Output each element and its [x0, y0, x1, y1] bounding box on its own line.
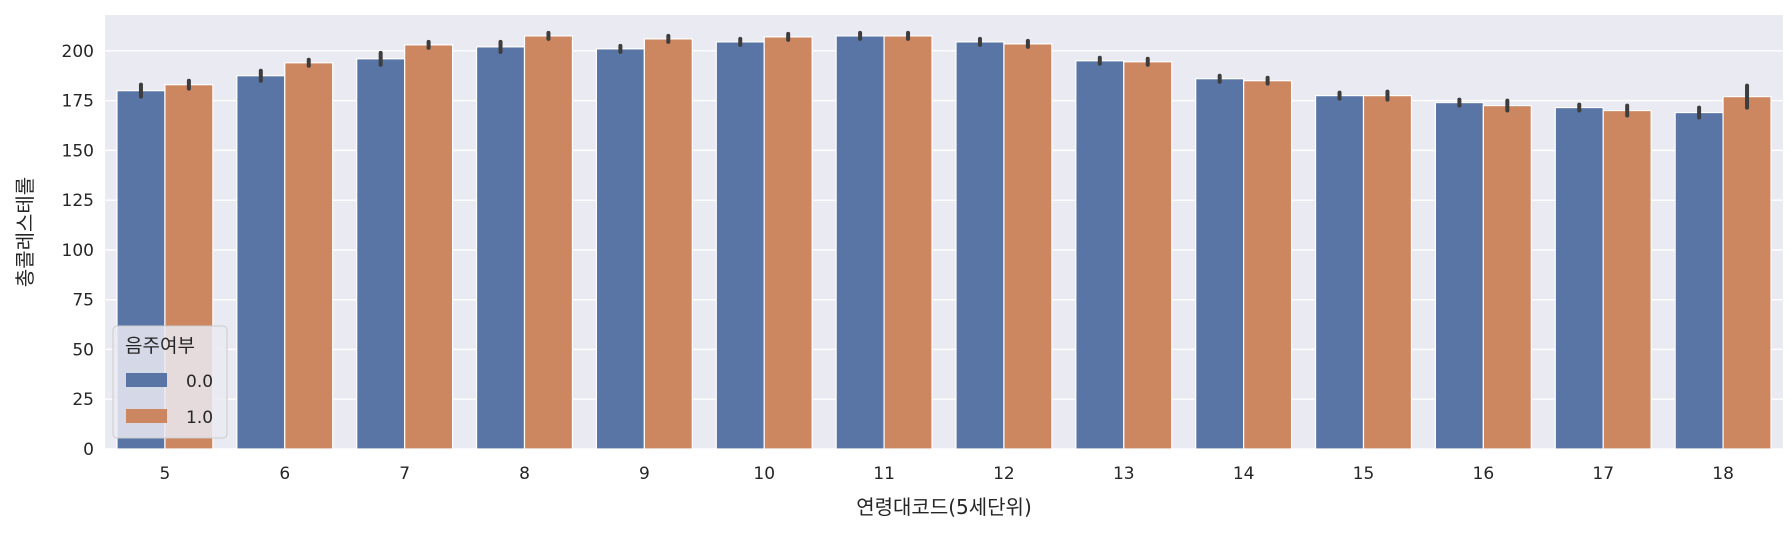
bar — [883, 35, 933, 450]
bar — [1314, 95, 1365, 450]
legend-title: 음주여부 — [125, 335, 195, 357]
bar — [1554, 106, 1604, 450]
bar — [356, 58, 406, 450]
y-tick-label: 125 — [62, 191, 94, 211]
bar — [1602, 109, 1652, 450]
legend-label-1: 1.0 — [186, 408, 213, 428]
x-tick-label: 17 — [1592, 464, 1614, 484]
y-tick-label: 100 — [62, 241, 94, 261]
x-tick-label: 10 — [753, 464, 775, 484]
bar — [595, 48, 645, 450]
bar — [643, 38, 693, 450]
bar — [1243, 80, 1293, 450]
x-tick-label: 8 — [519, 464, 530, 484]
bar — [1722, 96, 1772, 450]
bar — [1003, 43, 1053, 450]
bar — [1674, 111, 1724, 450]
y-tick-label: 0 — [83, 440, 94, 460]
bar — [1075, 60, 1125, 450]
x-axis-label: 연령대코드(5세단위) — [856, 495, 1032, 519]
bar — [1482, 104, 1532, 450]
legend-swatch-1 — [126, 409, 167, 423]
y-tick-label: 200 — [62, 42, 94, 62]
y-tick-label: 150 — [62, 141, 94, 161]
x-tick-label: 12 — [993, 464, 1015, 484]
bar — [715, 41, 765, 450]
legend-swatch-0 — [126, 373, 167, 387]
x-tick-label: 11 — [873, 464, 895, 484]
x-tick-label: 6 — [279, 464, 290, 484]
y-axis-label: 총콜레스테롤 — [13, 177, 37, 287]
legend-label-0: 0.0 — [186, 372, 213, 392]
x-tick-label: 7 — [399, 464, 410, 484]
bar — [1434, 101, 1484, 450]
bar — [955, 41, 1005, 450]
y-tick-label: 25 — [72, 390, 94, 410]
error-bars-group — [138, 30, 1750, 120]
x-tick-label: 5 — [160, 464, 171, 484]
bar — [1123, 61, 1173, 450]
x-tick-label: 9 — [639, 464, 650, 484]
y-tick-label: 175 — [62, 92, 94, 112]
x-tick-label: 15 — [1353, 464, 1375, 484]
bar — [404, 44, 454, 450]
bar — [763, 36, 813, 450]
x-tick-labels: 5 6 7 8 9 10 11 12 13 14 15 16 17 18 — [160, 464, 1734, 484]
bar — [236, 75, 286, 450]
y-tick-labels: 0 25 50 75 100 125 150 175 200 — [62, 42, 94, 460]
x-tick-label: 13 — [1113, 464, 1135, 484]
bar — [475, 46, 526, 450]
x-tick-label: 16 — [1473, 464, 1495, 484]
bar — [1362, 95, 1413, 450]
bar — [523, 35, 574, 450]
x-tick-label: 18 — [1712, 464, 1734, 484]
bar — [284, 62, 334, 450]
y-tick-label: 75 — [72, 291, 94, 311]
bar — [835, 35, 885, 450]
x-tick-label: 14 — [1233, 464, 1255, 484]
bar — [1195, 78, 1245, 450]
y-tick-label: 50 — [72, 340, 94, 360]
legend: 음주여부 0.0 1.0 — [112, 325, 228, 439]
